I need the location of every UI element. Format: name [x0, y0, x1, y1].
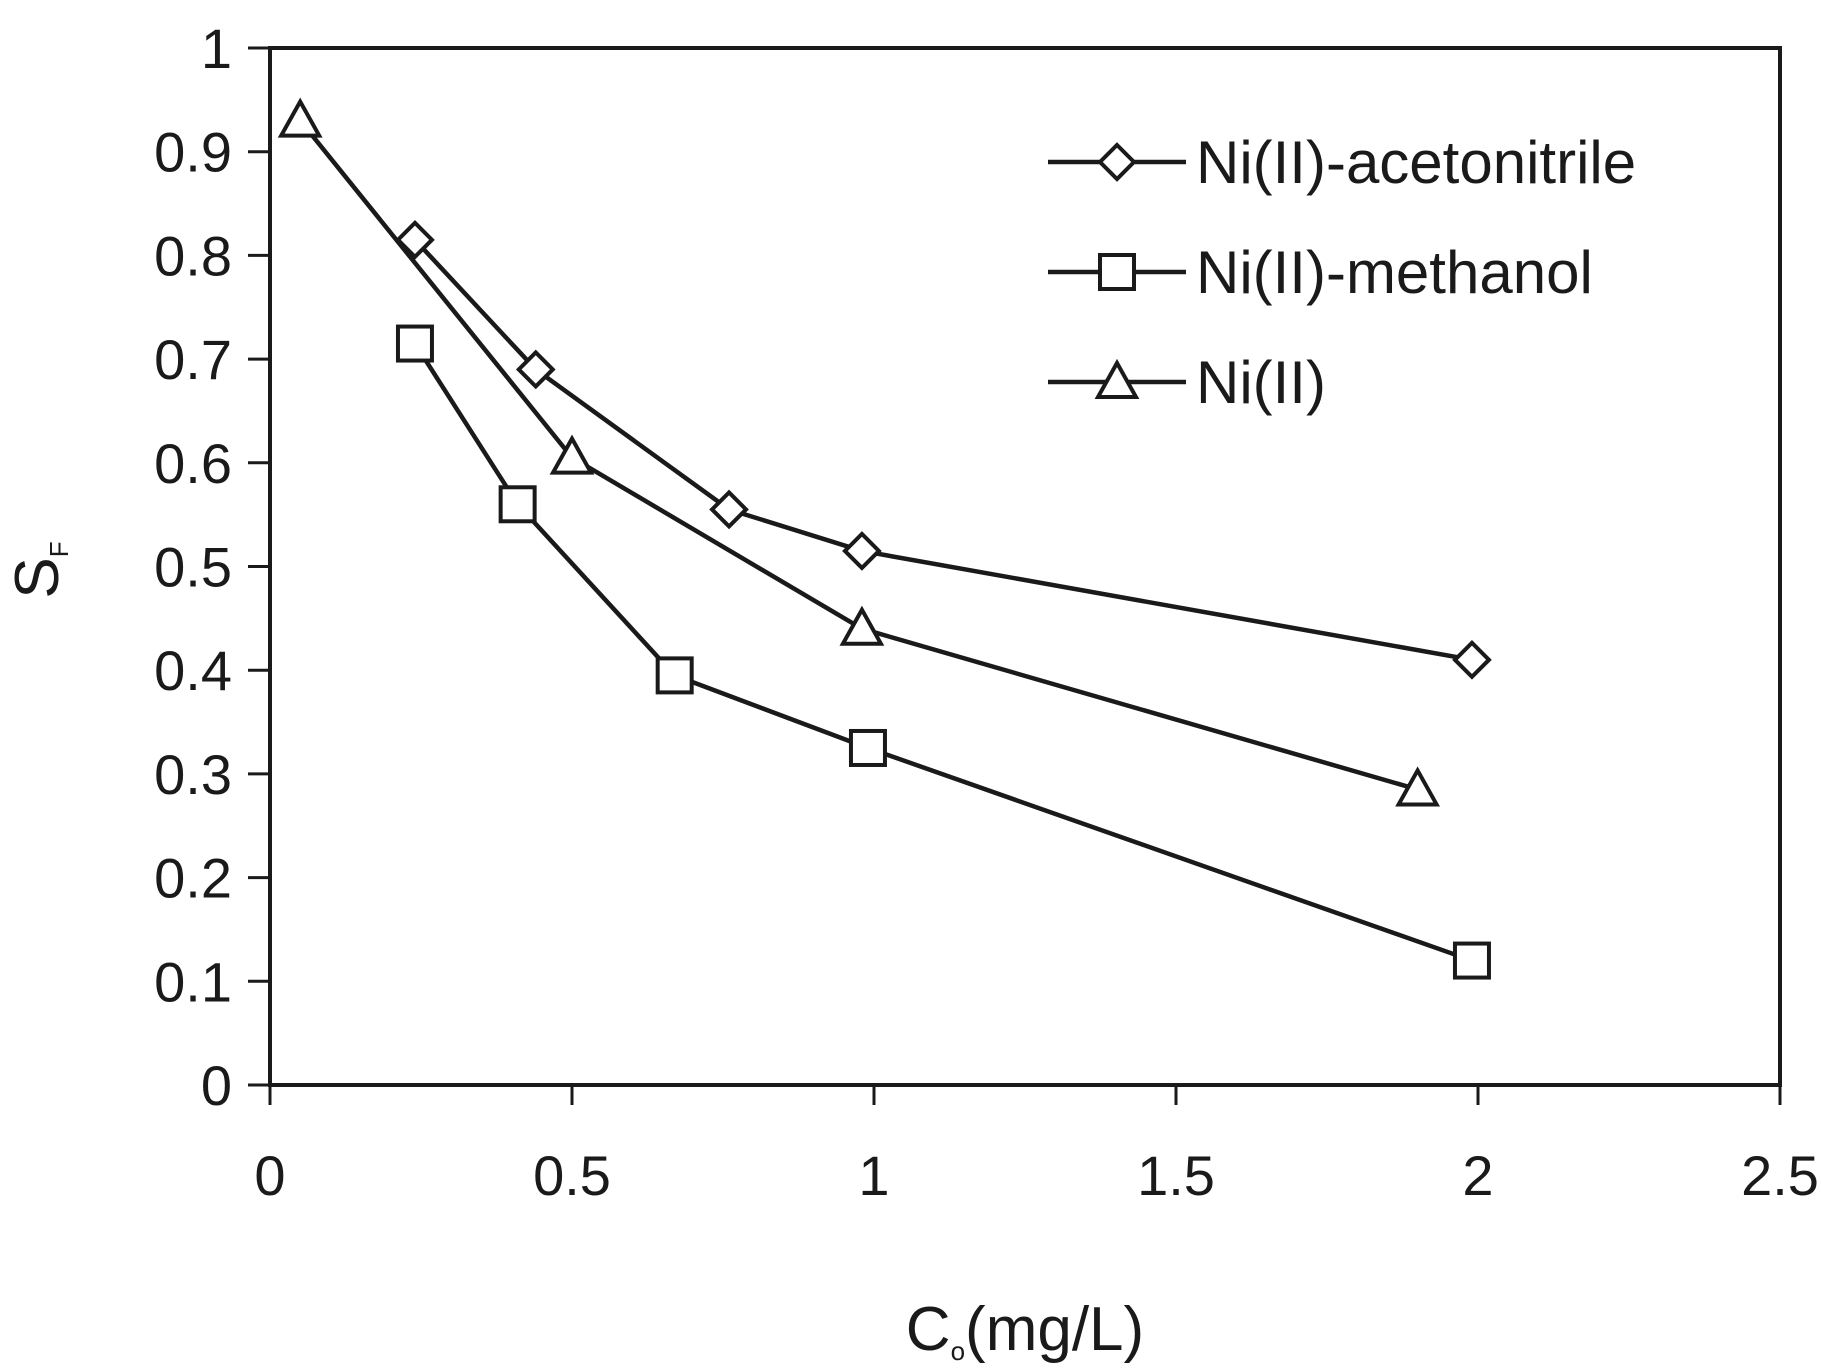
data-point-square: [498, 485, 537, 524]
data-point-triangle: [839, 605, 885, 646]
x-tick-label: 0: [254, 1144, 285, 1207]
legend-entry: Ni(II)-acetonitrile: [1048, 129, 1636, 196]
x-tick-label: 1: [858, 1144, 889, 1207]
series-square: [395, 324, 1491, 980]
y-tick-label: 0.2: [154, 847, 232, 910]
series-diamond: [395, 220, 1492, 680]
legend-entry: Ni(II)-methanol: [1048, 239, 1593, 306]
x-tick-label: 0.5: [533, 1144, 611, 1207]
y-axis-title: SF: [3, 541, 74, 598]
data-point-triangle: [1395, 766, 1441, 807]
x-axis-title-symbol: C: [906, 1295, 951, 1364]
data-point-square: [655, 656, 694, 695]
data-point-diamond: [1452, 640, 1492, 680]
series-triangle: [277, 97, 1441, 807]
series-layer: [277, 97, 1492, 980]
y-tick-label: 1: [201, 17, 232, 80]
legend-marker-square: [1098, 253, 1136, 291]
x-axis: 0 0.5 1 1.5 2 2.5: [254, 1085, 1819, 1207]
y-tick-label: 0.6: [154, 432, 232, 495]
series-line: [298, 119, 1419, 792]
x-tick-label: 2.5: [1741, 1144, 1819, 1207]
x-tick-label: 2: [1462, 1144, 1493, 1207]
y-tick-label: 0.4: [154, 639, 232, 702]
x-axis-title: Co(mg/L): [906, 1295, 1144, 1366]
legend-label: Ni(II)-acetonitrile: [1196, 129, 1636, 196]
legend-label: Ni(II): [1196, 349, 1326, 416]
y-tick-label: 0.8: [154, 224, 232, 287]
legend-label: Ni(II)-methanol: [1196, 239, 1593, 306]
x-axis-title-unit: (mg/L): [965, 1295, 1144, 1364]
legend-marker-triangle: [1094, 358, 1140, 399]
y-axis: 0 0.1 0.2 0.3 0.4 0.5 0.6 0.7 0.8 0.9 1: [154, 17, 270, 1117]
data-point-diamond: [395, 220, 435, 260]
data-point-diamond: [709, 489, 749, 530]
x-axis-title-subscript: o: [951, 1336, 965, 1366]
y-tick-label: 0.1: [154, 950, 232, 1013]
y-tick-label: 0: [201, 1054, 232, 1117]
data-point-square: [1452, 941, 1491, 980]
legend-marker-diamond: [1097, 142, 1137, 182]
y-tick-label: 0.7: [154, 328, 232, 391]
plot-frame: [268, 46, 1782, 1087]
data-point-diamond: [515, 349, 556, 390]
data-point-diamond: [842, 531, 882, 571]
y-axis-title-subscript: F: [44, 541, 74, 557]
data-point-square: [848, 728, 887, 767]
y-tick-label: 0.3: [154, 743, 232, 806]
data-point-triangle: [277, 97, 323, 138]
x-tick-label: 1.5: [1137, 1144, 1215, 1207]
data-point-triangle: [549, 434, 595, 475]
y-axis-title-symbol: S: [3, 557, 72, 598]
y-tick-label: 0.5: [154, 536, 232, 599]
legend-entry: Ni(II): [1048, 349, 1326, 416]
y-tick-label: 0.9: [154, 121, 232, 184]
legend: Ni(II)-acetonitrile Ni(II)-methanol Ni(II): [1048, 129, 1636, 416]
data-point-square: [395, 324, 434, 363]
